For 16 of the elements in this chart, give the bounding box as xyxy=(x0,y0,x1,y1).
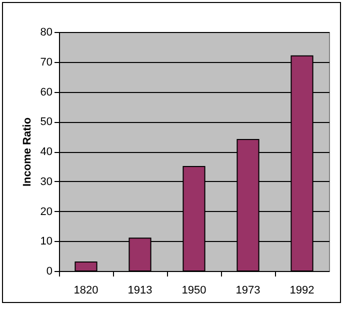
y-tick-label: 0 xyxy=(46,266,52,278)
x-tick-label: 1950 xyxy=(182,284,206,296)
y-tick-label: 10 xyxy=(40,236,52,248)
bar xyxy=(74,262,98,272)
y-tick-label: 30 xyxy=(40,176,52,188)
y-tick-label: 60 xyxy=(40,86,52,98)
y-tick-label: 70 xyxy=(40,56,52,68)
y-tick-label: 40 xyxy=(40,146,52,158)
x-tick-label: 1973 xyxy=(236,284,260,296)
x-tick-label: 1820 xyxy=(74,284,98,296)
x-tick-label: 1913 xyxy=(128,284,152,296)
y-tick-label: 50 xyxy=(40,116,52,128)
y-tick-label: 20 xyxy=(40,206,52,218)
y-tick-label: 80 xyxy=(40,26,52,38)
y-axis-title: Income Ratio xyxy=(21,117,34,187)
x-tick-label: 1992 xyxy=(290,284,314,296)
